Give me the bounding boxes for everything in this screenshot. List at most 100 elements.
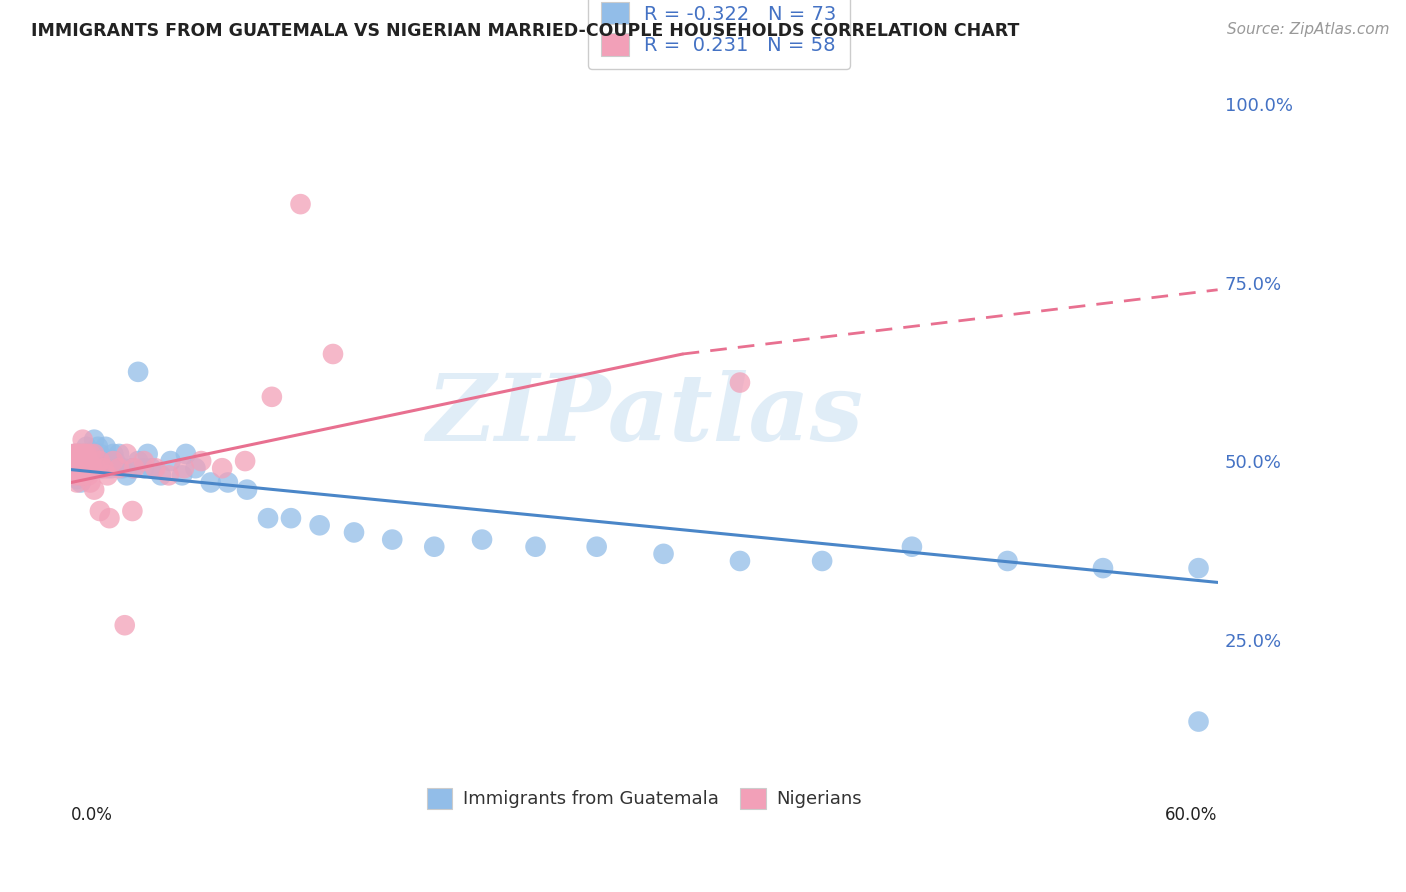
Point <box>66 475 89 490</box>
Point <box>150 468 173 483</box>
Point <box>260 390 283 404</box>
Point <box>236 483 259 497</box>
Point <box>63 454 86 468</box>
Point <box>76 461 98 475</box>
Point <box>308 518 330 533</box>
Point <box>73 454 96 468</box>
Point <box>67 447 90 461</box>
Point <box>67 454 90 468</box>
Point <box>96 461 118 475</box>
Point <box>901 540 924 554</box>
Point <box>69 475 91 490</box>
Point <box>63 447 86 461</box>
Point <box>76 458 98 472</box>
Legend: Immigrants from Guatemala, Nigerians: Immigrants from Guatemala, Nigerians <box>418 779 872 818</box>
Point <box>103 447 125 461</box>
Text: Source: ZipAtlas.com: Source: ZipAtlas.com <box>1226 22 1389 37</box>
Point <box>90 461 112 475</box>
Point <box>143 461 166 475</box>
Point <box>1187 561 1209 575</box>
Point <box>585 540 607 554</box>
Point <box>69 447 91 461</box>
Point <box>84 461 107 475</box>
Point <box>96 468 118 483</box>
Point <box>136 447 159 461</box>
Point <box>115 468 138 483</box>
Point <box>132 461 155 475</box>
Point <box>93 461 115 475</box>
Point <box>69 454 91 468</box>
Point <box>63 447 86 461</box>
Point <box>67 447 90 461</box>
Text: IMMIGRANTS FROM GUATEMALA VS NIGERIAN MARRIED-COUPLE HOUSEHOLDS CORRELATION CHAR: IMMIGRANTS FROM GUATEMALA VS NIGERIAN MA… <box>31 22 1019 40</box>
Point <box>257 511 280 525</box>
Point <box>98 454 121 468</box>
Point <box>173 461 195 475</box>
Point <box>67 461 90 475</box>
Point <box>89 461 111 475</box>
Point <box>77 454 100 468</box>
Point <box>159 454 181 468</box>
Point <box>157 468 180 483</box>
Point <box>83 433 105 447</box>
Point <box>524 540 547 554</box>
Point <box>72 458 94 472</box>
Point <box>728 554 751 568</box>
Point <box>111 461 134 475</box>
Point <box>103 454 125 468</box>
Point <box>100 461 122 475</box>
Point <box>76 461 98 475</box>
Point <box>67 461 90 475</box>
Text: ZIPatlas: ZIPatlas <box>426 369 863 459</box>
Point <box>132 454 155 468</box>
Point <box>174 447 197 461</box>
Text: 0.0%: 0.0% <box>72 805 112 824</box>
Point <box>83 447 105 461</box>
Point <box>76 454 98 468</box>
Text: 60.0%: 60.0% <box>1166 805 1218 824</box>
Point <box>141 461 163 475</box>
Point <box>343 525 366 540</box>
Point <box>63 454 86 468</box>
Point <box>322 347 344 361</box>
Point <box>63 468 86 483</box>
Point <box>72 450 94 465</box>
Point <box>290 197 312 211</box>
Point <box>69 465 91 479</box>
Point <box>471 533 494 547</box>
Point <box>73 468 96 483</box>
Point <box>73 461 96 475</box>
Point <box>66 447 89 461</box>
Point <box>89 504 111 518</box>
Point <box>66 472 89 486</box>
Point <box>72 447 94 461</box>
Point <box>69 468 91 483</box>
Point <box>127 454 149 468</box>
Point <box>121 504 143 518</box>
Point <box>200 475 222 490</box>
Point <box>89 447 111 461</box>
Point <box>79 461 101 475</box>
Point <box>997 554 1019 568</box>
Point <box>79 461 101 475</box>
Point <box>76 440 98 454</box>
Point <box>66 461 89 475</box>
Point <box>66 458 89 472</box>
Point <box>77 454 100 468</box>
Point <box>69 468 91 483</box>
Point <box>98 511 121 525</box>
Point <box>79 454 101 468</box>
Point <box>124 461 146 475</box>
Point <box>62 447 84 461</box>
Point <box>217 475 239 490</box>
Point <box>170 468 193 483</box>
Point <box>73 447 96 461</box>
Point <box>108 461 131 475</box>
Point <box>108 447 131 461</box>
Point <box>652 547 675 561</box>
Point <box>82 461 104 475</box>
Point <box>82 447 104 461</box>
Point <box>114 618 136 632</box>
Point <box>280 511 302 525</box>
Point <box>67 447 90 461</box>
